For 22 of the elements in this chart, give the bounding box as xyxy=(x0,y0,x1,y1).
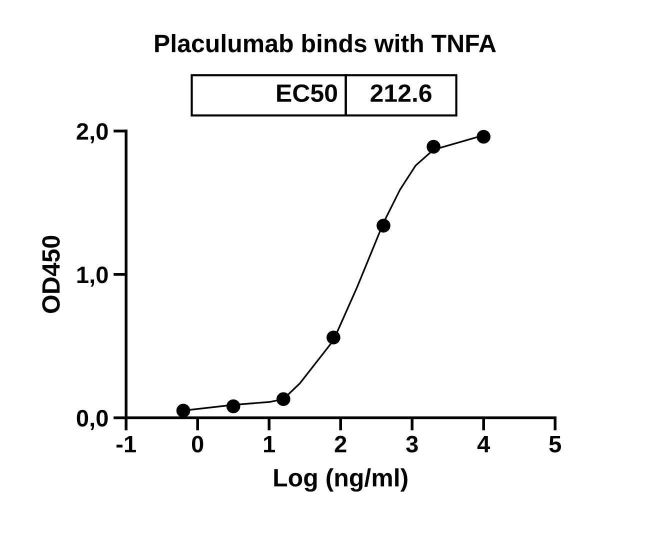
point xyxy=(276,392,290,406)
y-tick-label: 1,0 xyxy=(77,266,108,287)
y-axis-title: OD450 xyxy=(42,236,60,313)
x-tick-label: 0 xyxy=(192,436,204,452)
point xyxy=(326,330,340,344)
x-tick-label: 3 xyxy=(406,436,418,453)
chart-title: Placulumab binds with TNFA xyxy=(155,34,496,52)
y-tick-label: 0,0 xyxy=(76,410,108,430)
point xyxy=(176,404,190,418)
point xyxy=(426,140,440,154)
x-tick-label: 5 xyxy=(549,436,562,452)
point xyxy=(476,130,491,144)
text: 212.6 xyxy=(370,84,432,102)
text: EC50 xyxy=(277,84,337,102)
x-axis-title: Log (ng/ml) xyxy=(274,468,408,492)
x-tick-label: 2 xyxy=(334,436,346,452)
x-tick-label: -1 xyxy=(116,436,136,452)
y-tick-label: 2,0 xyxy=(76,123,108,144)
point xyxy=(226,399,240,414)
point xyxy=(376,218,390,233)
x-tick-label: 1 xyxy=(264,436,276,452)
x-tick-label: 4 xyxy=(477,436,490,452)
